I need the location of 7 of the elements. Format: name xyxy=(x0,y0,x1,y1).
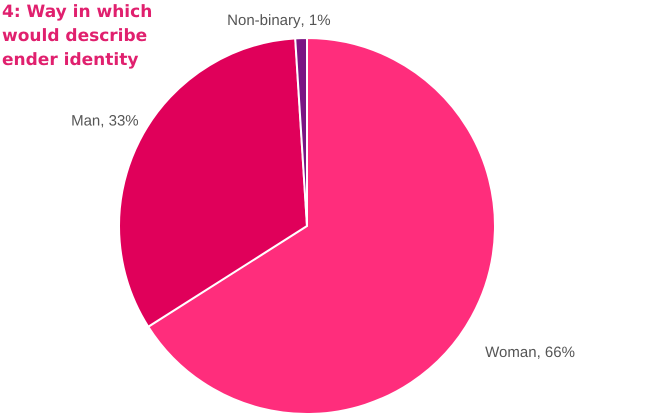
data-label: , 33% xyxy=(100,112,139,130)
slice-label: Non-binary xyxy=(227,12,302,30)
data-label: , 66% xyxy=(536,344,575,362)
slice-label: Woman xyxy=(485,344,537,362)
text: 4: Way in which would describe ender identity xyxy=(2,2,152,70)
data-label: , 1% xyxy=(300,12,331,30)
slice-label: Man xyxy=(71,112,100,130)
